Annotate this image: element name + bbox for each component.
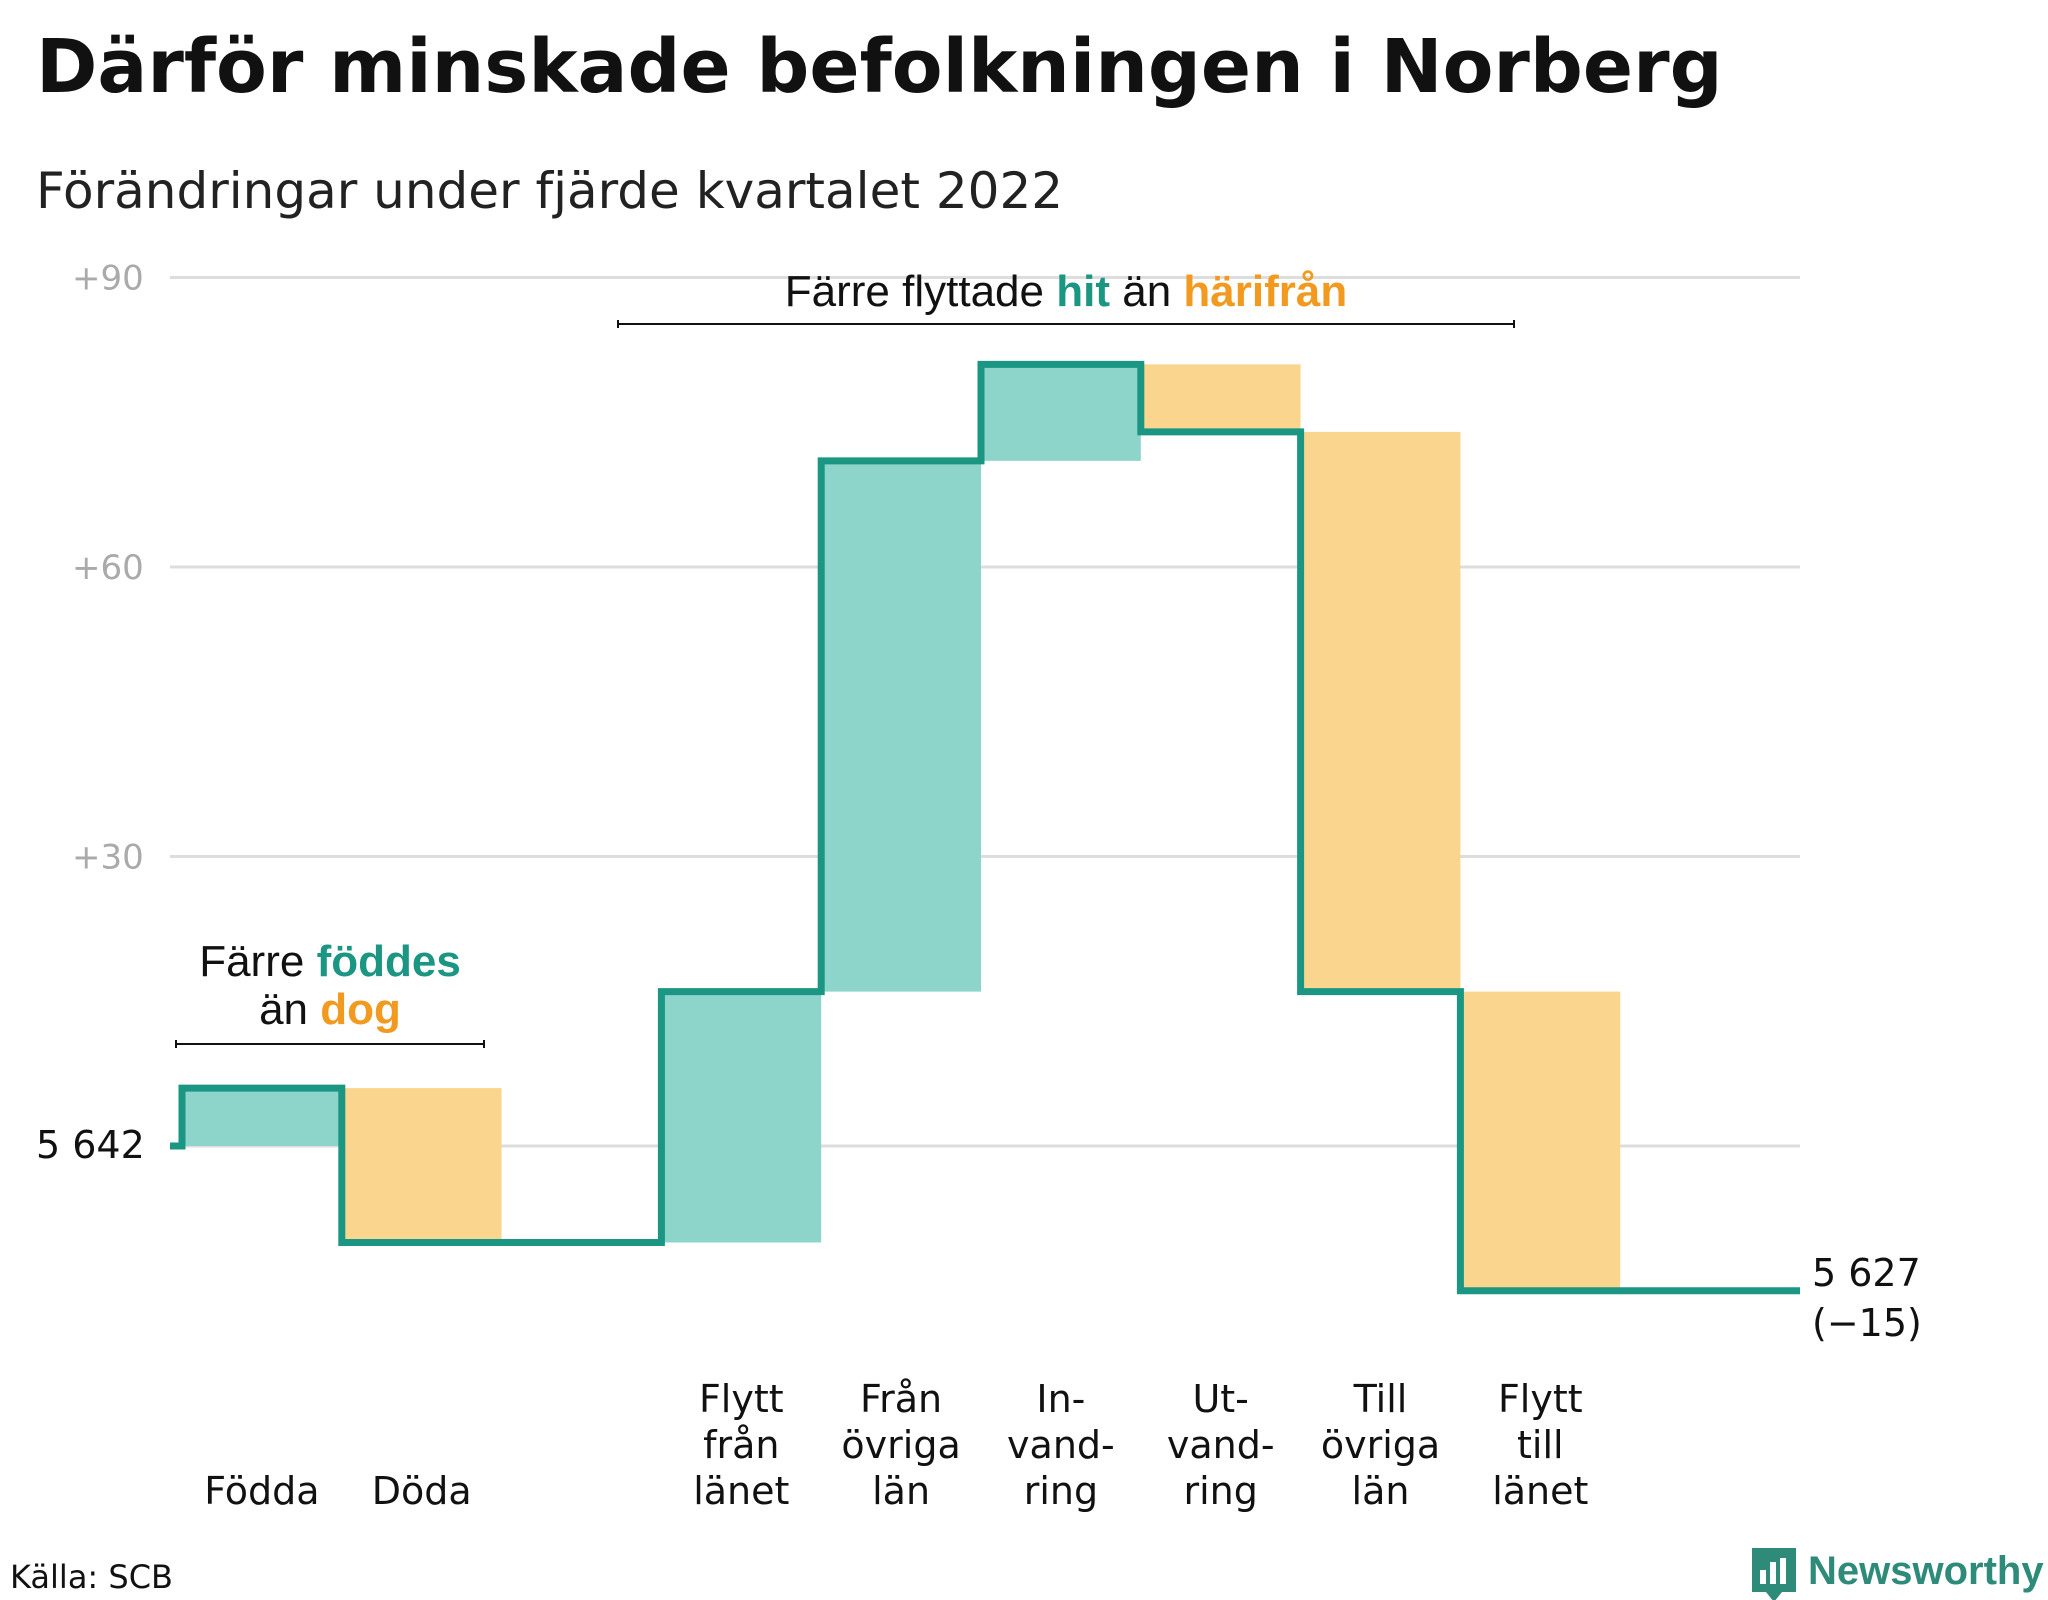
decrease-bar [1460,991,1621,1291]
category-label: län [1352,1469,1410,1513]
annotation-births-deaths: Färre föddes än dog [175,937,485,1048]
annotation-migration-decrease-word: härifrån [1183,267,1347,316]
annotation-migration-prefix: Färre flyttade [785,267,1044,316]
decrease-bar [1140,364,1301,432]
category-label: till [1517,1423,1564,1467]
annotation-migration-increase-word: hit [1056,267,1110,316]
category-labels: Födda DödaFlyttfrånlänetFrånövrigalänIn-v… [204,1377,1588,1513]
category-label: Till [1353,1377,1408,1421]
cumulative-step-line [170,360,1800,1295]
category-label: In- [1036,1377,1085,1421]
category-label: Flytt [699,1377,784,1421]
brand-logo: Newsworthy [1752,1548,2044,1600]
annotation-births-prefix: Färre [199,937,304,986]
increase-bar [182,1088,342,1146]
y-tick-label: +90 [72,259,144,299]
annotation-births-middle: än [259,985,308,1034]
annotation-births-decrease-word: dog [320,985,401,1034]
decrease-bar [341,1088,502,1243]
start-value-label: 5 642 [36,1123,145,1167]
annotation-births-increase-word: föddes [317,937,461,986]
category-label: övriga [841,1423,960,1467]
end-value-label: 5 627 [1812,1251,1921,1295]
increase-bar [821,460,981,992]
bars [182,364,1621,1291]
category-label: Flytt [1498,1377,1583,1421]
category-label: Från [860,1377,942,1421]
decrease-bar [1300,431,1461,992]
y-tick-label: +30 [72,838,144,878]
category-label: vand- [1167,1423,1275,1467]
y-tick-label: +60 [72,548,144,588]
chart-title: Därför minskade befolkningen i Norberg [36,24,1723,110]
annotation-migration-line: Färre flyttade hit än härifrån [785,267,1347,316]
increase-bar [661,991,822,1243]
chart-subtitle: Förändringar under fjärde kvartalet 2022 [36,162,1063,220]
annotation-migration-bracket [617,320,1515,328]
category-label: Ut- [1192,1377,1248,1421]
end-change-label: (−15) [1812,1301,1922,1345]
annotation-migration: Färre flyttade hit än härifrån [617,267,1515,328]
newsworthy-logo-icon [1752,1548,1796,1600]
annotation-births-line2: än dog [259,985,401,1034]
y-tick-labels: +30 +60 +90 [72,259,144,878]
category-label: länet [1492,1469,1588,1513]
category-label: länet [693,1469,789,1513]
annotation-births-line1: Färre föddes [199,937,461,986]
brand-name: Newsworthy [1808,1549,2044,1593]
step-line [170,360,1800,1295]
category-label: län [872,1469,930,1513]
category-label: vand- [1007,1423,1115,1467]
category-label: övriga [1321,1423,1440,1467]
category-label: Födda [204,1469,319,1513]
category-label: från [703,1423,779,1467]
category-label: ring [1184,1469,1258,1513]
category-label: Döda [372,1469,472,1513]
increase-bar [981,364,1141,461]
category-label: ring [1024,1469,1098,1513]
annotation-births-bracket [175,1040,485,1048]
source-label: Källa: SCB [10,1558,173,1596]
annotation-migration-middle: än [1122,267,1171,316]
